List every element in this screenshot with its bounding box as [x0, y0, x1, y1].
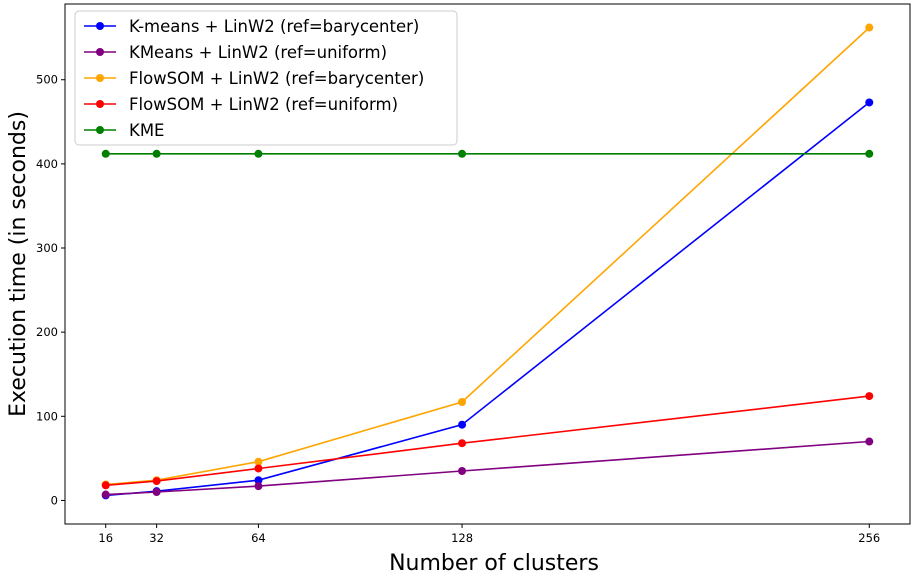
series-5-point: [254, 149, 263, 158]
legend-label: K-means + LinW2 (ref=barycenter): [129, 17, 419, 36]
x-axis-ticks: 16 32 64 128 256: [98, 524, 880, 545]
series-1-line: [105, 101, 870, 497]
series-layer: [101, 23, 874, 500]
series-2-point: [865, 437, 874, 446]
series-2-point: [458, 466, 467, 475]
legend-label: FlowSOM + LinW2 (ref=barycenter): [129, 69, 424, 88]
series-4-point: [152, 477, 161, 486]
y-tick-label: 200: [36, 325, 58, 339]
x-tick-label: 128: [451, 531, 473, 545]
series-3-point: [458, 397, 467, 406]
series-3-point: [865, 23, 874, 32]
y-tick-label: 100: [36, 409, 58, 423]
y-tick-label: 500: [36, 73, 58, 87]
series-4-point: [865, 392, 874, 401]
legend-label: FlowSOM + LinW2 (ref=uniform): [129, 95, 398, 114]
series-2-point: [152, 488, 161, 497]
series-5-point: [458, 149, 467, 158]
x-tick-label: 32: [149, 531, 164, 545]
y-tick-label: 0: [51, 493, 58, 507]
legend-swatch-marker: [96, 126, 104, 134]
x-tick-label: 256: [858, 531, 880, 545]
legend-box: [74, 10, 458, 146]
x-tick-label: 64: [251, 531, 266, 545]
y-tick-label: 300: [36, 241, 58, 255]
series-1-point: [254, 476, 263, 485]
x-axis-label: Number of clusters: [389, 551, 599, 576]
legend: K-means + LinW2 (ref=barycenter) KMeans +…: [74, 10, 458, 146]
y-tick-label: 400: [36, 157, 58, 171]
series-4-point: [101, 481, 110, 490]
y-axis-label: Execution time (in seconds): [6, 111, 31, 417]
legend-swatch-marker: [96, 48, 104, 56]
legend-label: KMeans + LinW2 (ref=uniform): [129, 43, 387, 62]
legend-label: KME: [129, 121, 164, 140]
y-axis-ticks: 0 100 200 300 400 500: [36, 73, 65, 507]
legend-swatch-marker: [96, 22, 104, 30]
legend-swatch-marker: [96, 100, 104, 108]
series-4-point: [458, 439, 467, 448]
x-tick-label: 16: [98, 531, 113, 545]
series-5-point: [101, 149, 110, 158]
legend-swatch-marker: [96, 74, 104, 82]
plot-frame: [64, 3, 911, 525]
series-4-point: [254, 464, 263, 473]
series-4-line: [105, 395, 870, 487]
series-1-point: [865, 98, 874, 107]
series-5-point: [865, 149, 874, 158]
series-5-point: [152, 149, 161, 158]
series-3-point: [254, 457, 263, 466]
series-2-point: [254, 482, 263, 491]
series-2-point: [101, 490, 110, 499]
series-1-point: [458, 420, 467, 429]
